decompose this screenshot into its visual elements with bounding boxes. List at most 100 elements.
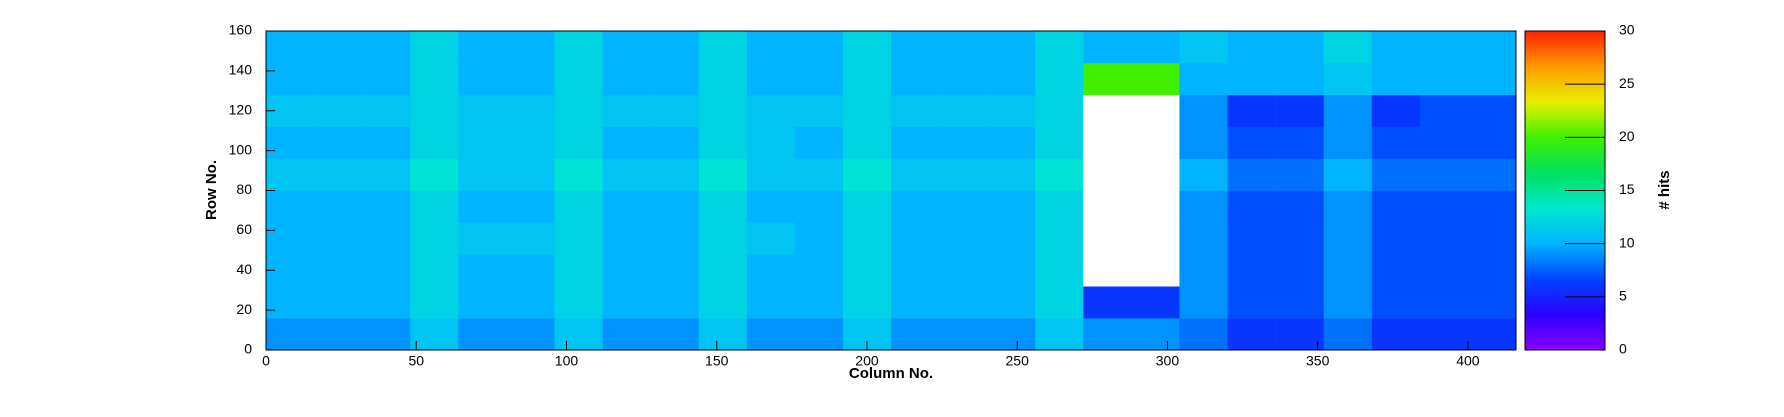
- heat-cell: [1035, 31, 1084, 64]
- heat-cell: [1419, 286, 1469, 319]
- heat-cell: [746, 126, 796, 159]
- heat-cell: [891, 222, 940, 255]
- heat-cell: [698, 286, 748, 319]
- heat-cell: [891, 318, 940, 351]
- heat-cell: [794, 31, 844, 64]
- heat-cell: [506, 94, 555, 127]
- heat-cell: [746, 286, 796, 319]
- heat-cell: [794, 62, 844, 96]
- heat-cell: [506, 190, 555, 223]
- heat-cell: [1227, 62, 1276, 96]
- heat-cell: [1131, 190, 1180, 223]
- z-tick-label: 20: [1619, 128, 1635, 144]
- x-tick-label: 150: [705, 353, 729, 369]
- heat-cell: [602, 31, 651, 64]
- heat-cell: [1419, 254, 1469, 287]
- heat-cell: [891, 286, 940, 319]
- y-tick-label: 0: [244, 341, 252, 357]
- heat-cell: [939, 318, 988, 351]
- heat-cell: [1275, 222, 1324, 255]
- heat-cell: [1467, 62, 1517, 96]
- heat-cell: [554, 94, 603, 127]
- heat-cell: [1179, 318, 1228, 351]
- heat-cell: [1323, 31, 1373, 64]
- heat-cell: [266, 190, 315, 223]
- heat-cell: [410, 158, 459, 191]
- heat-cell: [1083, 318, 1132, 351]
- heat-cell: [314, 62, 363, 96]
- heat-cell: [266, 286, 315, 319]
- heat-cell: [939, 286, 988, 319]
- heat-cell: [1419, 126, 1469, 159]
- heat-cell: [987, 31, 1036, 64]
- heat-cell: [314, 31, 363, 64]
- heat-cell: [939, 94, 988, 127]
- heat-cell: [602, 158, 651, 191]
- heat-cell: [987, 94, 1036, 127]
- heat-cell: [554, 190, 603, 223]
- heat-cell: [506, 318, 555, 351]
- heat-cell: [939, 126, 988, 159]
- heat-cell: [987, 318, 1036, 351]
- heat-cell: [458, 31, 507, 64]
- heat-cell: [794, 94, 844, 127]
- heat-cell: [1467, 254, 1517, 287]
- heat-cell: [1275, 286, 1324, 319]
- heat-cell: [746, 62, 796, 96]
- z-tick-label: 15: [1619, 181, 1635, 197]
- heat-cell: [1131, 126, 1180, 159]
- heat-cell: [1419, 190, 1469, 223]
- heat-cell: [554, 158, 603, 191]
- heat-cell: [842, 126, 892, 159]
- heat-cell: [1227, 158, 1276, 191]
- heat-cell: [458, 94, 507, 127]
- heat-cell: [1083, 94, 1132, 127]
- heat-cell: [1467, 286, 1517, 319]
- heat-cell: [650, 31, 699, 64]
- heat-cell: [314, 222, 363, 255]
- heat-cell: [1131, 318, 1180, 351]
- heat-cell: [1419, 31, 1469, 64]
- heat-cell: [1371, 286, 1421, 319]
- heat-cell: [1467, 94, 1517, 127]
- heat-cell: [362, 254, 411, 287]
- heat-cell: [506, 126, 555, 159]
- heat-cell: [1035, 222, 1084, 255]
- heat-cell: [602, 222, 651, 255]
- heat-cell: [746, 318, 796, 351]
- heat-cell: [1035, 254, 1084, 287]
- heat-cell: [1275, 62, 1324, 96]
- heat-cell: [506, 254, 555, 287]
- heat-cell: [266, 126, 315, 159]
- heat-cell: [410, 190, 459, 223]
- heat-cell: [842, 94, 892, 127]
- heat-cell: [410, 222, 459, 255]
- heat-cell: [1371, 318, 1421, 351]
- heat-cell: [1035, 126, 1084, 159]
- heat-cell: [362, 190, 411, 223]
- heat-cell: [1371, 62, 1421, 96]
- heat-cell: [842, 190, 892, 223]
- heat-cell: [314, 254, 363, 287]
- heat-cell: [842, 222, 892, 255]
- heat-cell: [1179, 31, 1228, 64]
- heat-cell: [602, 286, 651, 319]
- heat-cell: [1227, 190, 1276, 223]
- heat-cell: [842, 286, 892, 319]
- heat-cell: [554, 318, 603, 351]
- heat-cell: [410, 31, 459, 64]
- heat-cell: [458, 222, 507, 255]
- heat-cell: [602, 190, 651, 223]
- heat-cell: [794, 126, 844, 159]
- heat-cell: [602, 318, 651, 351]
- heat-cell: [987, 62, 1036, 96]
- heat-cell: [1131, 286, 1180, 319]
- heat-cell: [266, 62, 315, 96]
- heat-cell: [1419, 158, 1469, 191]
- heat-cell: [1467, 222, 1517, 255]
- heat-cell: [1275, 126, 1324, 159]
- heat-cell: [698, 254, 748, 287]
- heat-cell: [458, 62, 507, 96]
- heat-cell: [1371, 126, 1421, 159]
- heat-cell: [650, 158, 699, 191]
